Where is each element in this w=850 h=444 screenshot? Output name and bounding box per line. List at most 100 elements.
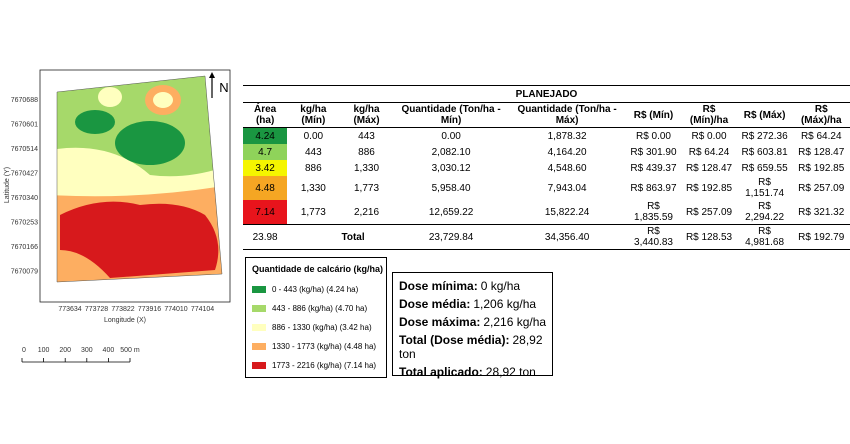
legend-swatch xyxy=(252,286,266,293)
summary-label: Total (Dose média): xyxy=(399,333,510,347)
table-cell: R$ 192.85 xyxy=(685,182,733,194)
table-cell: R$ 64.24 xyxy=(688,146,730,158)
table-cell: 5,958.40 xyxy=(431,182,471,194)
y-tick-label: 7670601 xyxy=(11,122,38,129)
scale-label: 100 xyxy=(38,347,50,354)
table-cell: R$ 0.00 xyxy=(691,130,727,142)
legend-label: 886 - 1330 (kg/ha) (3.42 ha) xyxy=(272,323,372,332)
table-cell: 886 xyxy=(305,162,322,174)
scale-label: 0 xyxy=(22,347,26,354)
summary-value: 1,206 kg/ha xyxy=(473,297,537,311)
legend-label: 1773 - 2216 (kg/ha) (7.14 ha) xyxy=(272,361,377,370)
table-cell: 1,773 xyxy=(354,182,380,194)
scale-label: 300 xyxy=(81,347,93,354)
table-cell: R$ 659.55 xyxy=(741,162,788,174)
table-cell: R$ 301.90 xyxy=(630,146,677,158)
legend: Quantidade de calcário (kg/ha) 0 - 443 (k… xyxy=(245,257,387,378)
area-cell: 4.24 xyxy=(243,127,288,144)
table-cell: 1,330 xyxy=(300,182,326,194)
y-tick-label: 7670166 xyxy=(11,244,38,251)
legend-item: 1773 - 2216 (kg/ha) (7.14 ha) xyxy=(252,356,386,375)
header-row: Área (ha) kg/ha (Mín) kg/ha (Máx) Quantidad… xyxy=(243,102,850,128)
table-cell: 1,878.32 xyxy=(547,130,587,142)
table-row: 4.24 0.00 443 0.00 1,878.32 R$ 0.00 R$ 0.00 R$ … xyxy=(243,127,850,144)
column-header: R$ (Máx)/ha xyxy=(792,102,850,128)
table-cell: 1,773 xyxy=(300,206,326,218)
summary-value: 28,92 ton xyxy=(399,333,543,361)
summary-line: Total aplicado: 28,92 ton xyxy=(399,365,552,379)
x-tick-label: 773916 xyxy=(138,306,161,313)
scale-label: 500 m xyxy=(120,347,140,354)
table-cell: 0.00 xyxy=(441,130,461,142)
table-row: 3.42 886 1,330 3,030.12 4,548.60 R$ 439.37 R$ … xyxy=(243,160,850,176)
total-cell: R$ 4,981.68 xyxy=(736,224,793,250)
legend-item: 443 - 886 (kg/ha) (4.70 ha) xyxy=(252,299,386,318)
table-cell: R$ 863.97 xyxy=(630,182,677,194)
legend-swatch xyxy=(252,324,266,331)
table-cell: R$ 128.47 xyxy=(798,146,845,158)
summary-label: Dose mínima: xyxy=(399,279,478,293)
table-cell: R$ 192.85 xyxy=(798,162,845,174)
summary-value: 0 kg/ha xyxy=(480,279,521,293)
summary-box: Dose mínima: 0 kg/ha Dose média: 1,206 kg/h… xyxy=(392,272,553,379)
table-cell: 443 xyxy=(358,130,375,142)
table-row: 7.14 1,773 2,216 12,659.22 15,822.24 R$ 1,835… xyxy=(243,200,850,225)
table-cell: R$ 2,294.22 xyxy=(745,201,785,223)
summary-line: Dose mínima: 0 kg/ha xyxy=(399,279,552,293)
table-cell: 15,822.24 xyxy=(544,206,590,218)
summary-line: Dose média: 1,206 kg/ha xyxy=(399,297,552,311)
legend-item: 0 - 443 (kg/ha) (4.24 ha) xyxy=(252,280,386,299)
scale-label: 400 xyxy=(103,347,115,354)
column-header: kg/ha (Mín) xyxy=(287,102,340,128)
area-cell: 3.42 xyxy=(243,160,288,176)
table-cell: 2,216 xyxy=(354,206,380,218)
table-title: PLANEJADO xyxy=(243,85,850,103)
table-cell: R$ 64.24 xyxy=(800,130,842,142)
table-cell: R$ 257.09 xyxy=(685,206,733,218)
x-tick-label: 773634 xyxy=(58,306,81,313)
column-header: Área (ha) xyxy=(243,102,288,128)
total-row: 23.98 Total 23,729.84 34,356.40 R$ 3,440.83 R… xyxy=(243,224,850,250)
legend-swatch xyxy=(252,305,266,312)
table-cell: 4,548.60 xyxy=(547,162,587,174)
summary-label: Dose máxima: xyxy=(399,315,481,329)
x-tick-label: 774010 xyxy=(164,306,187,313)
table-cell: R$ 128.47 xyxy=(685,162,733,174)
y-tick-label: 7670688 xyxy=(11,97,38,104)
total-label: Total xyxy=(339,224,394,250)
field-zones xyxy=(57,76,222,282)
summary-label: Dose média: xyxy=(399,297,471,311)
table-cell: R$ 272.36 xyxy=(741,130,788,142)
table-cell: R$ 1,151.74 xyxy=(745,177,785,199)
summary-value: 2,216 kg/ha xyxy=(483,315,547,329)
table-cell: 7,943.04 xyxy=(547,182,587,194)
x-tick-label: 773728 xyxy=(85,306,108,313)
table-cell: R$ 321.32 xyxy=(798,206,845,218)
y-tick-label: 7670427 xyxy=(11,171,38,178)
table-cell: R$ 1,835.59 xyxy=(634,201,673,223)
x-tick-label: 774104 xyxy=(191,306,214,313)
legend-swatch xyxy=(252,343,266,350)
x-tick-label: 773822 xyxy=(111,306,134,313)
total-cell: R$ 128.53 xyxy=(681,224,737,250)
map: N Latitude (Y) Longitude (X) 7670688 7670… xyxy=(4,69,231,363)
area-cell: 7.14 xyxy=(243,200,288,225)
total-cell: 34,356.40 xyxy=(508,224,626,250)
legend-label: 1330 - 1773 (kg/ha) (4.48 ha) xyxy=(272,342,377,351)
legend-title: Quantidade de calcário (kg/ha) xyxy=(252,264,384,274)
x-axis-title: Longitude (X) xyxy=(104,317,146,324)
table-cell: R$ 257.09 xyxy=(798,182,845,194)
column-header: R$ (Mín)/ha xyxy=(681,102,737,128)
table-cell: 2,082.10 xyxy=(431,146,471,158)
table-row: 4.7 443 886 2,082.10 4,164.20 R$ 301.90 R$ 64.… xyxy=(243,144,850,160)
y-tick-label: 7670079 xyxy=(11,269,38,276)
column-header: R$ (Mín) xyxy=(625,102,682,128)
spacer-cell xyxy=(287,224,340,250)
summary-value: 28,92 ton xyxy=(485,365,536,379)
area-cell: 4.48 xyxy=(243,176,288,200)
y-tick-label: 7670253 xyxy=(11,220,38,227)
table-cell: 886 xyxy=(358,146,375,158)
column-header: Quantidade (Ton/ha - Mín) xyxy=(393,102,509,128)
table-cell: 4,164.20 xyxy=(547,146,587,158)
